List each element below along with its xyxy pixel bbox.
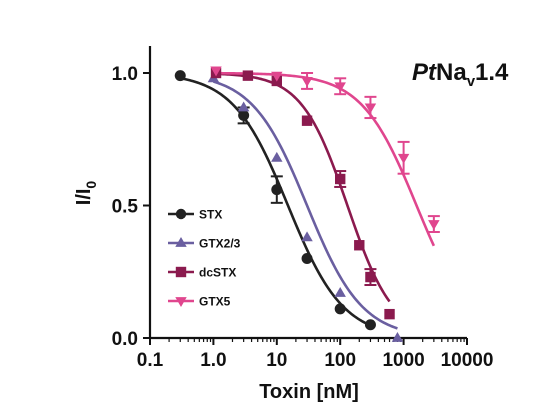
legend-marker [175, 237, 187, 247]
data-point [271, 71, 283, 82]
legend-label: STX [199, 208, 222, 222]
data-point [271, 151, 283, 162]
fit-curve [180, 76, 371, 327]
fit-curve [213, 80, 398, 330]
data-point [242, 70, 254, 81]
data-point [210, 66, 222, 77]
panel-title-sub: v [467, 73, 476, 90]
legend-label: GTX5 [199, 295, 231, 309]
legend: STX GTX2/3 dcSTX GTX5 [168, 208, 241, 309]
x-ticks: 0.1 1.0 10 100 1000 10000 [137, 338, 494, 371]
plot-axes [148, 46, 467, 340]
x-tick-label: 10000 [441, 350, 494, 371]
data-point [237, 101, 250, 112]
legend-label: GTX2/3 [199, 237, 241, 251]
panel-title-italic: Pt [412, 59, 437, 86]
data-point [334, 286, 346, 297]
data-point [301, 77, 313, 87]
x-tick-label: 0.1 [137, 350, 164, 371]
x-axis-title: Toxin [nM] [259, 381, 359, 403]
data-point [238, 109, 250, 121]
panel-title: PtNav1.4 [412, 59, 509, 90]
legend-marker [175, 266, 187, 278]
data-point [428, 220, 440, 231]
data-point [271, 184, 283, 196]
data-point [397, 153, 410, 164]
data-point [301, 115, 313, 126]
data-point [334, 82, 346, 93]
y-axis-title: I/I0 [73, 181, 99, 206]
y-axis-title-main: I/I [73, 189, 95, 206]
data-point [301, 231, 313, 242]
data-point [384, 308, 395, 320]
legend-label: dcSTX [199, 266, 236, 280]
x-tick-label: 10 [266, 350, 287, 371]
y-tick-label: 1.0 [112, 64, 138, 85]
data-point [174, 70, 186, 82]
y-axis-title-sub: 0 [83, 181, 99, 189]
x-tick-label: 1000 [382, 350, 424, 371]
y-tick-label: 0.5 [112, 197, 139, 218]
legend-marker [175, 208, 187, 220]
data-point [365, 271, 376, 283]
data-point [334, 303, 346, 315]
x-tick-label: 100 [324, 350, 356, 371]
data-point [391, 332, 404, 342]
x-tick-label: 1.0 [200, 350, 226, 371]
panel-title-tail: 1.4 [475, 59, 509, 86]
data-point [364, 103, 377, 114]
data-point [301, 253, 313, 264]
data-point [335, 173, 346, 185]
data-point [364, 319, 376, 331]
y-ticks: 0.0 0.5 1.0 [112, 64, 150, 350]
panel-title-main: Na [436, 59, 467, 86]
y-tick-label: 0.0 [112, 329, 138, 350]
legend-marker [175, 297, 187, 307]
data-points [174, 66, 440, 342]
data-point [354, 240, 365, 251]
fit-curves [180, 71, 436, 330]
